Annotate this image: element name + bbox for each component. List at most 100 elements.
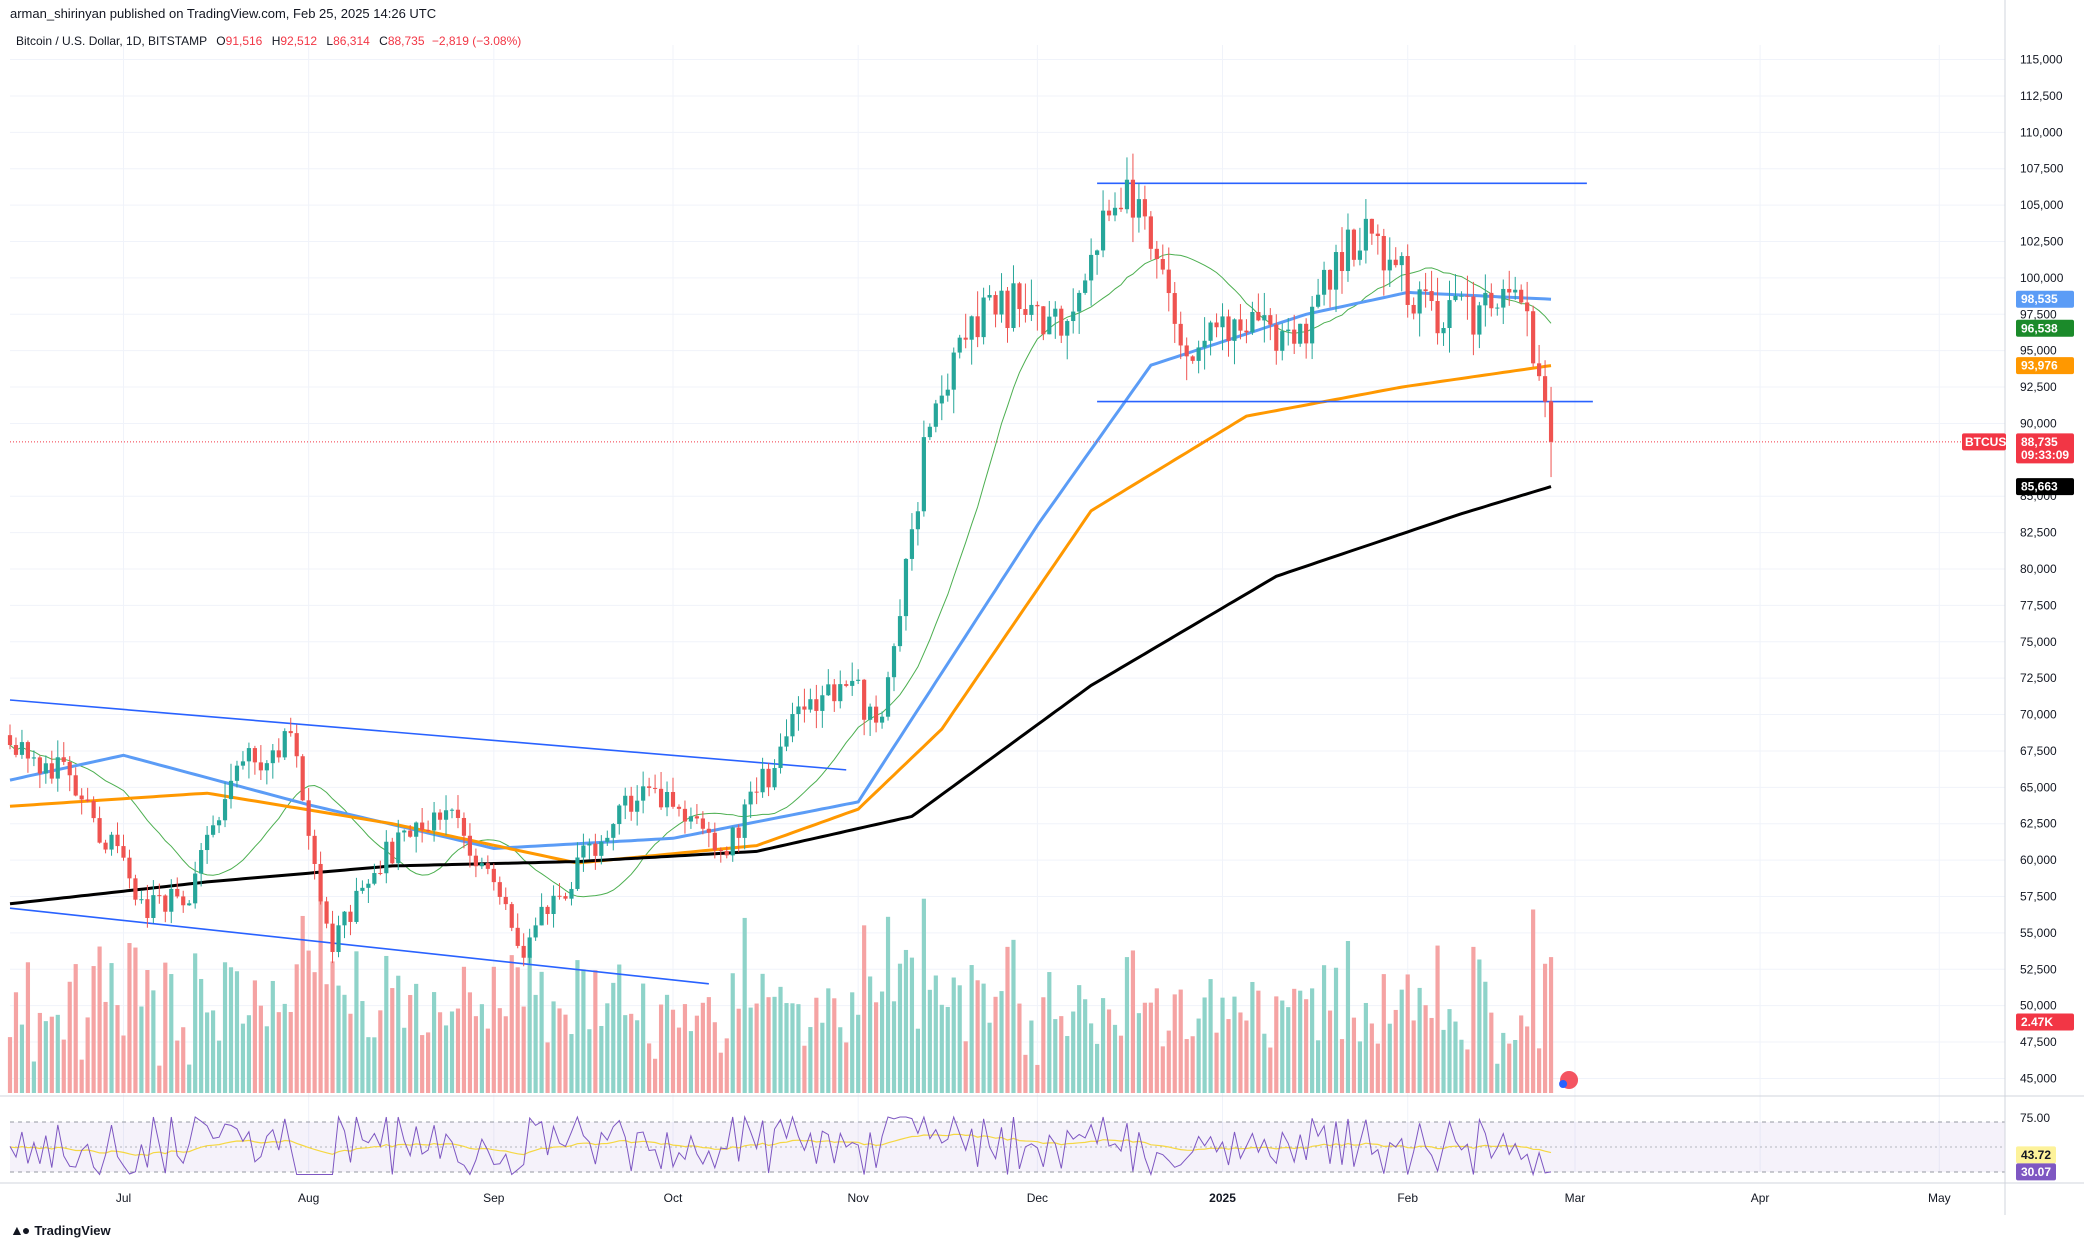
- candle-body: [1542, 376, 1548, 402]
- candle-body: [1345, 229, 1351, 272]
- candle-body: [897, 616, 903, 647]
- volume-bar: [587, 1029, 592, 1093]
- candle-body: [491, 868, 496, 883]
- candle-body: [551, 895, 556, 914]
- volume-bar: [294, 964, 299, 1093]
- volume-bar: [933, 975, 938, 1093]
- candle-body: [987, 295, 992, 298]
- candle-body: [121, 846, 126, 858]
- volume-bar: [19, 1024, 25, 1093]
- x-tick-label: Jul: [116, 1191, 131, 1205]
- candle-body: [437, 812, 443, 820]
- volume-bar: [234, 971, 240, 1093]
- volume-bar: [437, 1012, 443, 1093]
- volume-bar: [1304, 999, 1309, 1093]
- price-tag-bg: [2016, 357, 2074, 375]
- volume-bar: [963, 1041, 968, 1093]
- candle-body: [658, 788, 664, 808]
- price-tag-value: 88,735: [2021, 435, 2058, 449]
- volume-bar: [569, 1034, 574, 1093]
- candle-body: [157, 895, 162, 897]
- volume-bar: [1501, 1032, 1506, 1093]
- tradingview-logo-icon: ▲●: [10, 1222, 30, 1238]
- volume-bar: [1405, 974, 1410, 1093]
- volume-bar: [360, 1001, 365, 1093]
- volume-bar: [826, 988, 831, 1093]
- volume-bar: [372, 1037, 377, 1093]
- volume-bars: [7, 895, 1554, 1093]
- candle-body: [1274, 324, 1279, 351]
- volume-bar: [1310, 988, 1315, 1093]
- candle-body: [390, 841, 395, 864]
- candle-body: [1393, 259, 1398, 266]
- candle-body: [1387, 259, 1392, 271]
- tradingview-logo[interactable]: ▲● TradingView: [10, 1222, 111, 1238]
- candle-body: [1447, 300, 1452, 328]
- rsi-tag-bg: [2016, 1163, 2056, 1181]
- candle-body: [145, 899, 150, 918]
- candle-body: [593, 843, 598, 856]
- candle-body: [1166, 269, 1171, 294]
- candle-body: [1208, 322, 1213, 341]
- candle-body: [856, 679, 861, 681]
- volume-bar: [1148, 1002, 1153, 1093]
- y-tick-label: 100,000: [2020, 271, 2064, 285]
- volume-bar: [1262, 1033, 1267, 1093]
- change-value: −2,819 (−3.08%): [431, 34, 522, 48]
- volume-bar: [652, 1058, 658, 1093]
- volume-bar: [240, 1023, 246, 1093]
- candle-body: [527, 937, 532, 958]
- candle-body: [1035, 304, 1040, 307]
- volume-bar: [1196, 1018, 1201, 1093]
- y-tick-label: 60,000: [2020, 853, 2057, 867]
- volume-bar: [1017, 1003, 1022, 1093]
- volume-bar: [1268, 1047, 1273, 1093]
- candle-body: [193, 873, 198, 904]
- volume-bar: [151, 990, 156, 1093]
- volume-bar: [563, 1014, 568, 1093]
- y-tick-label: 75,000: [2020, 635, 2057, 649]
- volume-bar: [1369, 1023, 1374, 1093]
- volume-bar: [199, 978, 204, 1093]
- volume-bar: [1256, 990, 1261, 1093]
- candle-body: [1184, 345, 1189, 357]
- candle-body: [1405, 256, 1410, 305]
- volume-bar: [324, 984, 329, 1093]
- volume-bar: [1441, 1029, 1446, 1093]
- volume-bar: [1495, 1063, 1500, 1093]
- volume-bar: [455, 1008, 461, 1093]
- symbol-name: Bitcoin / U.S. Dollar, 1D, BITSTAMP: [16, 34, 207, 48]
- volume-bar: [1118, 1035, 1124, 1093]
- candle-body: [1411, 304, 1416, 314]
- volume-bar: [832, 998, 837, 1093]
- volume-bar: [473, 1016, 478, 1093]
- volume-bar: [1292, 988, 1297, 1093]
- candle-body: [109, 834, 114, 850]
- candle-body: [13, 745, 19, 755]
- volume-bar: [879, 991, 885, 1093]
- volume-bar: [461, 966, 467, 1093]
- volume-bar: [73, 964, 78, 1093]
- volume-bar: [778, 986, 783, 1093]
- candle-body: [396, 832, 401, 864]
- y-tick-label: 115,000: [2020, 53, 2063, 67]
- candle-body: [1071, 311, 1076, 322]
- volume-bar: [1274, 996, 1279, 1093]
- candle-body: [509, 904, 514, 928]
- volume-bar: [1250, 981, 1255, 1093]
- candle-body: [1077, 292, 1082, 312]
- volume-bar: [1005, 946, 1010, 1093]
- volume-bar: [205, 1012, 210, 1093]
- volume-bar: [467, 992, 473, 1093]
- candle-body: [1232, 319, 1237, 341]
- candle-body: [414, 822, 419, 837]
- volume-bar: [1375, 1043, 1380, 1093]
- volume-bar: [222, 962, 228, 1093]
- candles: [7, 153, 1554, 967]
- candle-body: [1369, 218, 1374, 234]
- candle-body: [682, 808, 688, 822]
- volume-bar: [742, 917, 747, 1093]
- symbol-tag-label: BTCUSD: [1965, 435, 2015, 449]
